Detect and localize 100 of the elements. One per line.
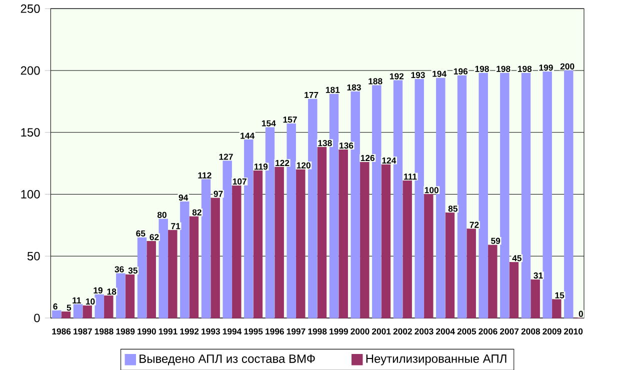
x-tick-label: 2002 — [393, 328, 412, 334]
data-label: 62 — [150, 234, 159, 240]
bar — [360, 162, 370, 318]
x-tick-label: 1987 — [74, 328, 92, 334]
data-label: 124 — [382, 157, 396, 164]
bar — [552, 298, 562, 318]
bar — [466, 228, 476, 318]
data-label: 198 — [475, 66, 489, 72]
x-tick-label: 1998 — [308, 328, 327, 334]
x-tick-label: 2003 — [414, 328, 434, 334]
data-label: 80 — [157, 212, 166, 218]
bar — [542, 71, 552, 318]
x-tick-label: 2009 — [542, 328, 562, 334]
data-label: 82 — [192, 209, 202, 216]
data-label: 15 — [555, 292, 564, 298]
bar — [488, 244, 498, 318]
bar — [274, 166, 284, 318]
data-label: 183 — [347, 84, 361, 90]
data-label: 138 — [318, 140, 332, 146]
x-tick-label: 2006 — [478, 328, 498, 334]
data-label: 119 — [254, 163, 268, 170]
bar — [381, 164, 391, 318]
data-label: 193 — [411, 72, 425, 78]
bar — [61, 311, 71, 318]
data-label: 11 — [72, 297, 82, 304]
x-tick-label: 2008 — [521, 328, 540, 334]
bar — [180, 201, 190, 318]
data-label: 126 — [360, 154, 375, 161]
x-tick-label: 2000 — [350, 328, 370, 334]
bar — [296, 169, 306, 318]
bar — [104, 295, 114, 318]
bar — [210, 198, 220, 318]
bar — [189, 216, 199, 318]
data-label: 100 — [424, 186, 438, 194]
bar — [530, 279, 540, 318]
data-label: 85 — [448, 205, 458, 212]
x-tick-label: 2004 — [436, 328, 455, 334]
x-tick-label: 1999 — [330, 328, 348, 334]
data-label: 72 — [470, 222, 479, 228]
y-tick-label: 150 — [21, 128, 40, 136]
legend-label: Выведено АПЛ из состава ВМФ — [140, 354, 315, 366]
x-tick-label: 1994 — [222, 328, 242, 334]
x-tick-label: 1997 — [286, 328, 306, 334]
data-label: 144 — [240, 132, 255, 139]
x-tick-label: 1991 — [158, 328, 178, 334]
data-label: 65 — [136, 230, 146, 236]
data-label: 127 — [219, 154, 233, 160]
bar — [137, 237, 147, 318]
legend-label: Неутилизированные АПЛ — [366, 354, 506, 366]
data-label: 188 — [368, 78, 382, 84]
data-label: 194 — [432, 70, 447, 77]
data-label: 18 — [107, 288, 116, 294]
data-label: 6 — [53, 303, 58, 310]
bar — [52, 310, 62, 318]
y-tick-label: 200 — [20, 66, 40, 75]
x-tick-label: 1996 — [266, 328, 284, 334]
bar — [82, 305, 92, 318]
x-tick-label: 1990 — [138, 328, 156, 334]
bar — [253, 170, 263, 318]
bar — [317, 146, 327, 318]
y-tick-label: 50 — [27, 252, 40, 260]
y-tick-label: 0 — [34, 314, 40, 322]
bar — [168, 230, 178, 318]
data-label: 198 — [518, 66, 532, 72]
bar — [232, 185, 242, 318]
data-label: 136 — [340, 142, 354, 148]
bar — [564, 70, 574, 318]
x-tick-label: 1995 — [244, 328, 263, 334]
bar — [158, 218, 168, 318]
data-label: 0 — [578, 310, 583, 317]
data-label: 71 — [171, 222, 180, 229]
data-label: 122 — [276, 160, 290, 166]
data-label: 97 — [214, 190, 223, 197]
data-label: 45 — [512, 255, 522, 262]
bar — [222, 160, 232, 318]
x-tick-label: 2010 — [564, 328, 583, 334]
bar — [94, 294, 104, 318]
data-label: 196 — [454, 68, 468, 74]
y-tick-label: 100 — [21, 190, 40, 198]
data-label: 120 — [296, 162, 310, 168]
x-tick-label: 2007 — [500, 328, 519, 334]
data-label: 199 — [539, 64, 553, 71]
bar — [445, 212, 455, 318]
data-label: 10 — [86, 298, 95, 304]
data-label: 31 — [534, 272, 543, 278]
bar — [457, 75, 467, 318]
x-tick-label: 1988 — [94, 328, 114, 334]
data-label: 111 — [404, 173, 417, 180]
bar — [146, 240, 156, 318]
x-tick-label: 1993 — [202, 328, 220, 334]
data-label: 181 — [326, 86, 340, 93]
data-label: 112 — [198, 172, 212, 178]
data-label: 177 — [304, 92, 318, 98]
x-tick-label: 2001 — [372, 328, 391, 334]
data-label: 36 — [114, 266, 124, 272]
x-tick-label: 1992 — [180, 328, 199, 334]
bar — [116, 273, 126, 318]
data-label: 200 — [560, 63, 574, 70]
bar — [338, 149, 348, 318]
data-label: 198 — [496, 66, 510, 72]
